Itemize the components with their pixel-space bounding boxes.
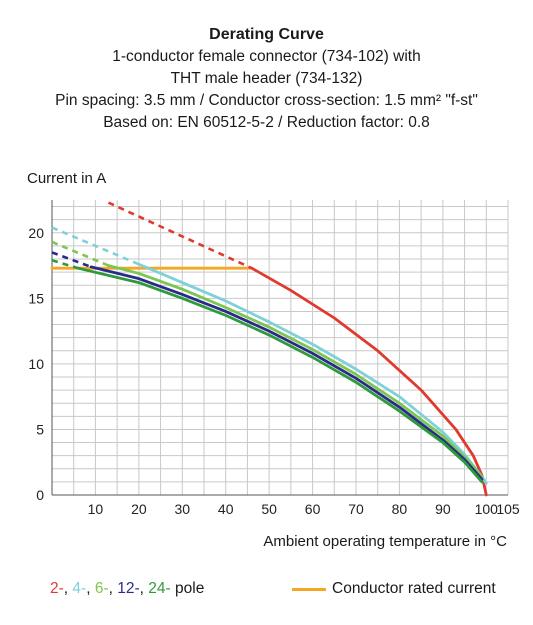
legend-pole-suffix: pole: [175, 580, 205, 597]
chart-subtitle-line-3: Pin spacing: 3.5 mm / Conductor cross-se…: [55, 92, 478, 109]
x-tick-label: 30: [174, 501, 190, 517]
series-4-dashed-line: [51, 251, 92, 269]
x-tick-label: 70: [348, 501, 364, 517]
legend-rated-label: Conductor rated current: [332, 580, 496, 597]
legend-pole-4: 4-: [72, 580, 87, 597]
series-1-line: [250, 266, 488, 497]
x-tick-label: 10: [88, 501, 104, 517]
legend-rated: Conductor rated current: [292, 580, 496, 598]
series-4-line: [89, 265, 484, 481]
chart-subtitle-line-1: 1-conductor female connector (734-102) w…: [112, 48, 421, 65]
chart-subtitle-line-4: Based on: EN 60512-5-2 / Reduction facto…: [103, 114, 430, 131]
series-5-line: [76, 266, 484, 484]
legend-pole-12: 12-: [117, 580, 140, 597]
y-axis-label: Current in A: [27, 170, 107, 187]
series-3-line: [107, 264, 484, 479]
chart-subtitle-line-2: THT male header (734-132): [170, 70, 363, 87]
series-5-dashed-line: [51, 259, 79, 270]
legend-pole-24: 24-: [148, 580, 171, 597]
x-tick-label: 90: [435, 501, 451, 517]
x-tick-label: 40: [218, 501, 234, 517]
legend-pole-2: 2-: [50, 580, 64, 597]
series-2-dashed-line: [51, 226, 140, 266]
series-1-dashed-line: [107, 201, 253, 270]
x-tick-label: 60: [305, 501, 321, 517]
x-tick-label: 100: [475, 501, 499, 517]
y-tick-label: 0: [36, 487, 44, 503]
y-tick-label: 5: [36, 421, 44, 437]
x-tick-label: 50: [261, 501, 277, 517]
y-tick-label: 10: [28, 356, 44, 372]
x-tick-label: 80: [392, 501, 408, 517]
x-tick-label: 105: [496, 501, 520, 517]
y-tick-label: 20: [28, 225, 44, 241]
y-tick-label: 15: [28, 290, 44, 306]
x-axis-label: Ambient operating temperature in °C: [263, 533, 507, 550]
legend-poles: 2-, 4-, 6-, 12-, 24- pole: [50, 580, 205, 597]
legend-pole-6: 6-: [94, 580, 109, 597]
chart-title: Derating Curve: [209, 26, 324, 43]
title-block: Derating Curve 1-conductor female connec…: [0, 24, 533, 134]
legend-rated-swatch: [292, 587, 326, 591]
x-tick-label: 20: [131, 501, 147, 517]
